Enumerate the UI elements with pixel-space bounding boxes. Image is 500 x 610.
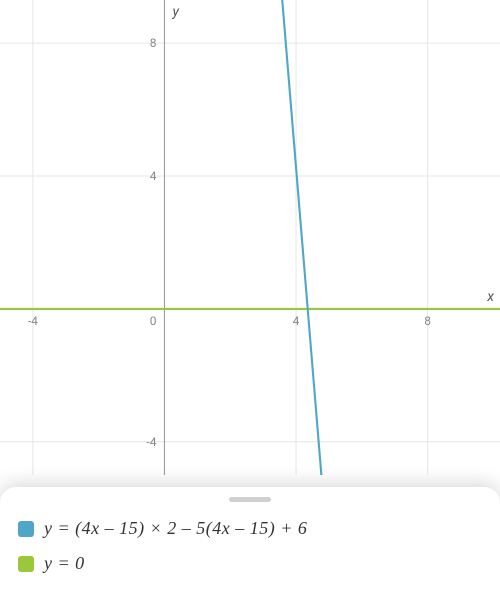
legend-text-1: y = (4x – 15) × 2 – 5(4x – 15) + 6 (44, 518, 307, 539)
legend-panel[interactable]: y = (4x – 15) × 2 – 5(4x – 15) + 6 y = 0 (0, 487, 500, 610)
svg-text:-4: -4 (28, 314, 38, 328)
svg-text:8: 8 (424, 314, 431, 328)
legend-item-2[interactable]: y = 0 (18, 553, 482, 574)
legend-swatch-2 (18, 556, 34, 572)
drag-handle[interactable] (229, 497, 271, 502)
chart-svg: -4 4 8 -4 4 8 0 (0, 0, 500, 475)
svg-text:4: 4 (293, 314, 300, 328)
svg-text:-4: -4 (146, 435, 156, 449)
svg-text:0: 0 (150, 314, 157, 328)
legend-item-1[interactable]: y = (4x – 15) × 2 – 5(4x – 15) + 6 (18, 518, 482, 539)
y-axis-label: y (172, 4, 178, 20)
legend-swatch-1 (18, 521, 34, 537)
svg-text:4: 4 (150, 169, 157, 183)
x-axis-label: x (487, 289, 494, 305)
svg-text:8: 8 (150, 36, 157, 50)
legend-text-2: y = 0 (44, 553, 85, 574)
chart-canvas[interactable]: -4 4 8 -4 4 8 0 y x (0, 0, 500, 475)
